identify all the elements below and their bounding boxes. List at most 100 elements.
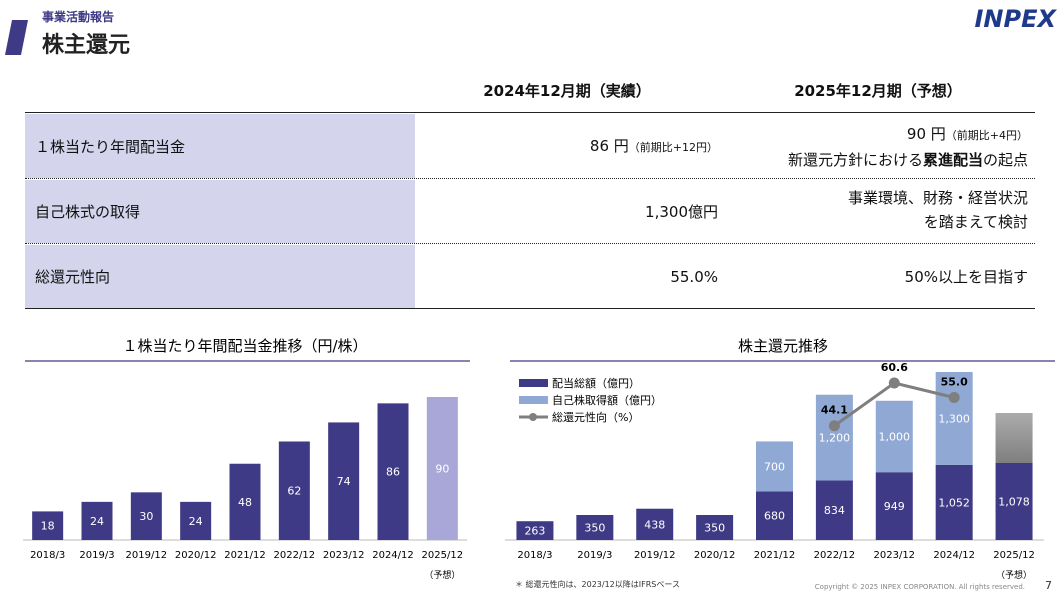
copyright: Copyright © 2025 INPEX CORPORATION. All … (815, 583, 1025, 591)
logo: INPEX (974, 5, 1057, 33)
cell: 1,300億円 (645, 203, 718, 221)
bar-segment (815, 394, 853, 481)
column-header: 2024年12月期（実績） (483, 82, 651, 100)
bar-segment (875, 400, 913, 473)
x-tick-label: 2023/12 (874, 550, 916, 561)
bar (377, 403, 409, 540)
line-point (888, 377, 900, 389)
line-point (828, 420, 840, 432)
cell: 90 円（前期比+4円） 新還元方針における累進配当の起点 (788, 122, 1028, 172)
header-mark (5, 20, 28, 55)
x-tick-label: 2019/12 (634, 550, 676, 561)
x-tick-label: 2018/3 (30, 550, 65, 561)
row-separator (25, 178, 1035, 179)
bar-segment (516, 521, 554, 540)
data-label: 86 (386, 466, 400, 479)
bar (130, 492, 162, 540)
column-header: 2025年12月期（予想） (794, 82, 962, 100)
chart-title: １株当たり年間配当金推移（円/株） (122, 337, 367, 355)
page-number: 7 (1045, 579, 1052, 592)
row-separator (25, 243, 1035, 244)
bar-segment (696, 515, 734, 540)
cell-emphasis: 累進配当 (922, 151, 983, 169)
data-label: 74 (337, 475, 351, 488)
bar-segment (756, 491, 793, 540)
cell-line: 事業環境、財務・経営状況 (847, 189, 1028, 207)
bar (278, 441, 310, 540)
data-label: 263 (524, 525, 545, 538)
data-label: 680 (764, 510, 785, 523)
data-label: 48 (238, 496, 252, 509)
line-label: 44.1 (821, 404, 848, 417)
cell-text: の起点 (982, 151, 1028, 169)
bar-segment (576, 515, 614, 540)
bar-segment (935, 464, 973, 540)
chart-title: 株主還元推移 (738, 337, 828, 355)
footnote: ＊ 総還元性向は、2023/12以降はIFRSベース (515, 579, 680, 589)
section-label: 事業活動報告 (42, 9, 114, 24)
forecast-note: （予想） (996, 569, 1032, 581)
cell-main: 86 円 (589, 137, 629, 155)
bar-segment (995, 463, 1033, 540)
data-label: 350 (704, 522, 725, 535)
x-tick-label: 2019/3 (79, 550, 114, 561)
legend-swatch (519, 396, 548, 404)
x-tick-label: 2024/12 (933, 550, 975, 561)
bar (180, 501, 212, 540)
line-label: 55.0 (941, 376, 968, 389)
data-label: 1,000 (879, 431, 911, 444)
x-tick-label: 2024/12 (372, 550, 414, 561)
data-label: 90 (435, 463, 449, 476)
line-point (948, 392, 960, 404)
data-label: 30 (139, 510, 153, 523)
cell: 86 円（前期比+12円） (590, 134, 718, 160)
bar (229, 463, 261, 540)
x-tick-label: 2025/12 (422, 550, 464, 561)
data-label: 1,078 (998, 496, 1030, 509)
data-label: 438 (644, 518, 665, 531)
row-label: １株当たり年間配当金 (25, 114, 415, 178)
legend-swatch (519, 379, 548, 387)
x-tick-label: 2020/12 (694, 550, 736, 561)
line-label: 60.6 (881, 361, 908, 374)
bar-segment (636, 508, 674, 540)
row-label: 自己株式の取得 (25, 180, 415, 243)
cell: 事業環境、財務・経営状況を踏まえて検討 (848, 186, 1028, 234)
data-label: 24 (189, 515, 203, 528)
row-label: 総還元性向 (25, 245, 415, 308)
x-tick-label: 2022/12 (814, 550, 856, 561)
bar-segment (875, 472, 913, 540)
bar (426, 397, 458, 540)
data-label: 1,300 (938, 412, 970, 425)
page-title: 株主還元 (42, 33, 130, 58)
x-tick-label: 2019/12 (126, 550, 168, 561)
forecast-placeholder-shade (995, 413, 1033, 463)
data-label: 1,052 (938, 496, 970, 509)
data-label: 24 (90, 515, 104, 528)
legend-label: 総還元性向（%） (552, 410, 639, 424)
data-label: 18 (41, 520, 55, 533)
cell-line: を踏まえて検討 (923, 213, 1028, 231)
legend-label: 配当総額（億円） (552, 376, 640, 390)
data-label: 1,200 (819, 432, 851, 445)
legend-point (529, 413, 537, 421)
cell: 50%以上を目指す (904, 268, 1028, 286)
bar-segment (815, 480, 853, 540)
x-tick-label: 2025/12 (993, 550, 1035, 561)
bar (32, 511, 64, 540)
bar-segment (756, 441, 793, 492)
bar (81, 501, 113, 540)
legend-label: 自己株取得額（億円） (552, 393, 662, 407)
x-tick-label: 2019/3 (577, 550, 612, 561)
cell-text: 新還元方針における (787, 151, 923, 169)
data-label: 62 (287, 485, 301, 498)
data-label: 350 (584, 522, 605, 535)
x-tick-label: 2021/12 (754, 550, 796, 561)
data-label: 700 (764, 460, 785, 473)
forecast-note: （予想） (424, 569, 460, 581)
table-rule (25, 112, 1035, 113)
data-label: 949 (884, 500, 905, 513)
x-tick-label: 2020/12 (175, 550, 217, 561)
